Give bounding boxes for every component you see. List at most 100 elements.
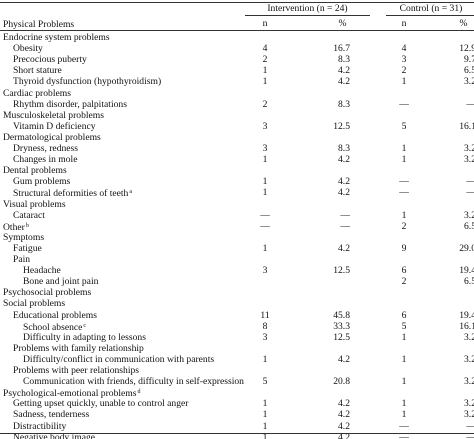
- cell: —: [399, 176, 409, 188]
- cell: 3: [401, 54, 407, 66]
- cell: 4.2: [338, 176, 350, 188]
- row-label: Psychological-emotional problemsd: [3, 387, 141, 399]
- row-label: Symptoms: [3, 232, 44, 243]
- row-label: Bone and joint pain: [23, 276, 98, 287]
- row-label: Difficulty/conflict in communication wit…: [23, 354, 214, 365]
- cell: 1: [262, 242, 268, 254]
- cell: —: [446, 421, 474, 432]
- cell: 1: [401, 143, 407, 154]
- row-label: Sadness, tenderness: [13, 409, 89, 420]
- cell: 6.5: [464, 65, 474, 77]
- cell: 2: [401, 220, 407, 232]
- cell: 1: [262, 65, 268, 77]
- label-text: Short stature: [13, 65, 62, 77]
- cell: 19.4: [459, 309, 474, 321]
- row-label: Dental problems: [3, 165, 67, 176]
- cell: 3: [262, 120, 268, 132]
- cell: 4.2: [338, 420, 350, 432]
- group-header: Control (n = 31): [399, 3, 463, 14]
- label-text: Educational problems: [13, 309, 97, 321]
- label-text: School absence: [23, 321, 83, 333]
- label-text: Difficulty/conflict in communication wit…: [23, 353, 215, 365]
- cell: —: [446, 187, 474, 198]
- label-text: Dental problems: [3, 165, 67, 177]
- cell: 2: [401, 65, 407, 77]
- top-rule: [0, 2, 474, 3]
- cell: 1: [262, 154, 268, 166]
- cell: 6.5: [464, 220, 474, 232]
- cell: 1: [262, 431, 268, 439]
- cell: 5: [262, 376, 268, 388]
- label-text: Fatigue: [13, 242, 42, 254]
- row-label: Otherb: [3, 221, 29, 233]
- row-label: Precocious puberty: [13, 54, 87, 65]
- cell: 8.3: [338, 54, 350, 66]
- label-text: Rhythm disorder, palpitations: [13, 98, 127, 110]
- cell: 16.7: [333, 43, 350, 55]
- cell: 12.9: [459, 43, 474, 55]
- label-text: Endocrine system problems: [3, 32, 110, 43]
- cell: 1: [401, 209, 407, 221]
- row-label: Rhythm disorder, palpitations: [13, 99, 127, 110]
- label-text: Sadness, tenderness: [13, 409, 90, 421]
- cell: 1: [262, 176, 268, 188]
- cell: 3: [262, 265, 268, 277]
- label-text: Cataract: [13, 209, 45, 221]
- cell: 45.8: [333, 309, 350, 321]
- cell: —: [399, 431, 409, 439]
- cell: 3.2: [464, 76, 474, 88]
- row-label: Psychosocial problems: [3, 287, 91, 298]
- cell: 1: [401, 398, 407, 410]
- row-label: Social problems: [3, 298, 65, 309]
- cell: 2: [262, 54, 268, 66]
- cell: 9.7: [464, 54, 474, 66]
- row-label: Vitamin D deficiency: [13, 121, 96, 132]
- cell: 1: [262, 353, 268, 365]
- cell: —: [446, 432, 474, 439]
- footnote-mark: a: [129, 189, 133, 196]
- group-header: Intervention (n = 24): [267, 3, 348, 14]
- label-text: Dermatological problems: [3, 131, 101, 143]
- cell: 3.2: [464, 331, 474, 343]
- label-text: Getting upset quickly, unable to control…: [13, 398, 189, 410]
- label-text: Psychological-emotional problems: [3, 388, 137, 400]
- label-text: Thyroid dysfunction (hypothyroidism): [13, 76, 162, 88]
- cell: —: [260, 209, 270, 221]
- row-label: School absencec: [23, 321, 86, 333]
- cell: 4.2: [338, 353, 350, 365]
- label-text: Social problems: [3, 298, 66, 310]
- cell: —: [399, 98, 409, 110]
- group-rule: [386, 15, 474, 16]
- header-rule: [0, 30, 474, 31]
- cell: 4.2: [338, 65, 350, 77]
- cell: 1: [401, 353, 407, 365]
- cell: 3.2: [464, 409, 474, 421]
- label-text: Gum problems: [13, 176, 71, 188]
- label-text: Musculoskeletal problems: [3, 109, 104, 121]
- cell: 1: [262, 409, 268, 421]
- row-label: Fatigue: [13, 243, 42, 254]
- cell: 4.2: [338, 242, 350, 254]
- row-label: Problems with family relationship: [13, 343, 144, 354]
- row-label: Dryness, redness: [13, 143, 78, 154]
- cell: 19.4: [459, 265, 474, 277]
- cell: —: [399, 187, 409, 199]
- cell: 16.1: [459, 320, 474, 332]
- row-label: Getting upset quickly, unable to control…: [13, 398, 188, 409]
- cell: 4.2: [338, 431, 350, 439]
- label-text: Bone and joint pain: [23, 276, 99, 288]
- cell: 9: [401, 242, 407, 254]
- row-label: Distractibility: [13, 421, 66, 432]
- cell: 8.3: [338, 143, 350, 154]
- cell: —: [260, 220, 270, 232]
- cell: —: [446, 99, 474, 110]
- cell: 1: [401, 376, 407, 388]
- cell: 6: [401, 309, 407, 321]
- row-label: Thyroid dysfunction (hypothyroidism): [13, 76, 161, 87]
- row-label: Gum problems: [13, 176, 70, 187]
- cell: 8.3: [338, 98, 350, 110]
- cell: 3.2: [464, 154, 474, 166]
- sub-header: n: [401, 18, 407, 29]
- row-label: Short stature: [13, 65, 62, 76]
